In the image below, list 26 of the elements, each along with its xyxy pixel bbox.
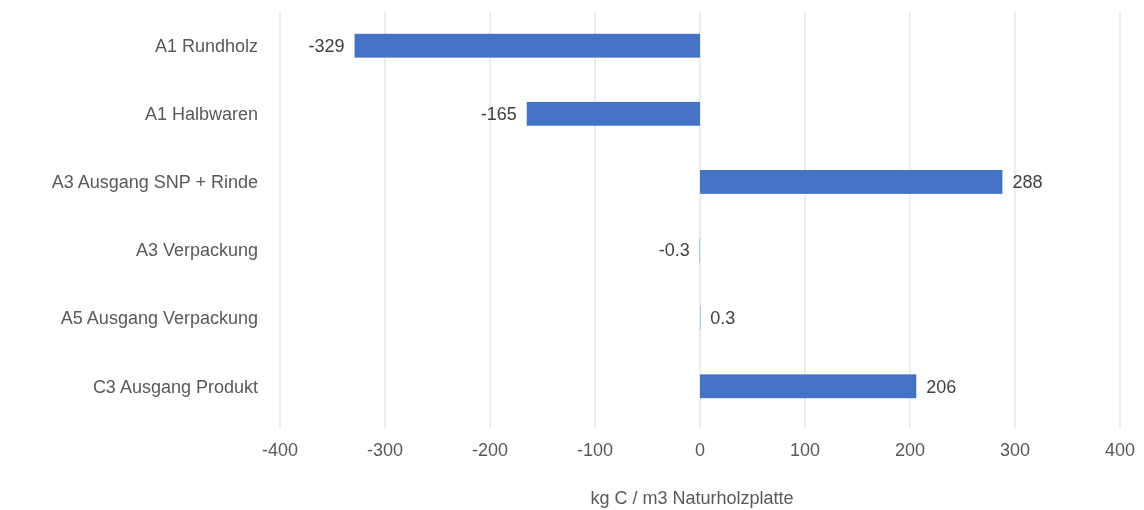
data-label: -0.3 bbox=[658, 240, 690, 261]
x-tick-label: 300 bbox=[999, 440, 1031, 460]
x-tick-label: 200 bbox=[894, 440, 926, 460]
bar bbox=[526, 101, 700, 126]
data-label: 206 bbox=[926, 376, 957, 397]
x-tick-label: 400 bbox=[1104, 440, 1136, 460]
bar bbox=[700, 374, 917, 399]
y-tick-label: A5 Ausgang Verpackung bbox=[60, 308, 258, 329]
x-tick-label: 0 bbox=[694, 440, 706, 460]
x-tick-label: 100 bbox=[789, 440, 821, 460]
x-tick-label: -400 bbox=[261, 440, 299, 460]
data-label: 288 bbox=[1012, 172, 1043, 193]
y-tick-label: A1 Halbwaren bbox=[144, 104, 258, 125]
x-tick-label: -100 bbox=[576, 440, 614, 460]
x-tick-label: -300 bbox=[366, 440, 404, 460]
bar bbox=[354, 33, 700, 58]
data-label: -329 bbox=[308, 36, 345, 57]
y-tick-label: C3 Ausgang Produkt bbox=[92, 376, 258, 397]
data-label: 0.3 bbox=[710, 308, 736, 329]
x-tick-label: -200 bbox=[471, 440, 509, 460]
x-axis-title: kg C / m3 Naturholzplatte bbox=[590, 488, 794, 508]
data-label: -165 bbox=[480, 104, 517, 125]
y-tick-label: A1 Rundholz bbox=[154, 36, 258, 57]
bar bbox=[700, 170, 1003, 194]
y-tick-label: A3 Verpackung bbox=[135, 240, 258, 261]
y-tick-label: A3 Ausgang SNP + Rinde bbox=[51, 172, 258, 193]
